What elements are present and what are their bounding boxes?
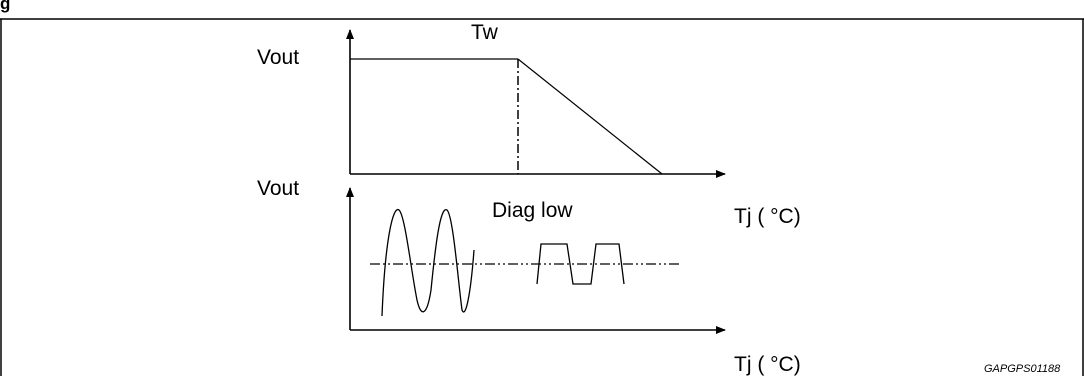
square-pulse-waveform [536,243,625,285]
top-x-axis-label: Tj ( °C) [734,205,801,228]
top-y-axis-label: Vout [257,46,299,69]
figure-heading: g [0,0,11,13]
bottom-panel: Vout Diag low Tj ( °C) [257,177,801,376]
tw-label: Tw [471,21,499,44]
bottom-y-axis-label: Vout [257,177,299,200]
figure-code: GAPGPS01188 [984,363,1061,375]
oscillation-waveform [381,208,475,317]
top-vout-decline-line [517,58,663,175]
bottom-x-axis-label: Tj ( °C) [734,353,801,376]
top-panel: Vout Tw Tj ( °C) [257,21,801,228]
diag-low-label: Diag low [492,199,573,222]
